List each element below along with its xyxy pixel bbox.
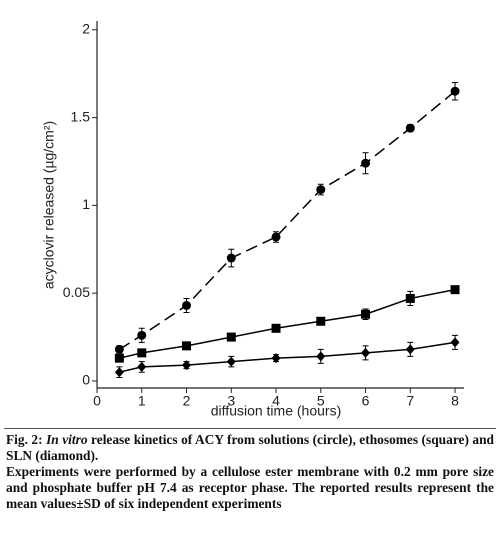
y-tick-label: 0 bbox=[82, 372, 90, 388]
marker bbox=[114, 353, 124, 363]
separator bbox=[4, 428, 496, 429]
marker bbox=[271, 232, 281, 242]
marker bbox=[182, 300, 192, 310]
marker bbox=[316, 185, 326, 195]
series-line bbox=[118, 90, 456, 351]
marker bbox=[182, 360, 192, 371]
y-axis-label: acyclovir released (µg/cm²) bbox=[41, 121, 57, 289]
x-tick-label: 5 bbox=[317, 393, 325, 409]
y-tick-label: 2 bbox=[82, 20, 90, 36]
marker bbox=[361, 347, 371, 358]
marker bbox=[114, 367, 124, 378]
marker bbox=[226, 253, 236, 263]
marker bbox=[450, 337, 460, 348]
marker bbox=[361, 158, 371, 168]
series-line bbox=[119, 341, 456, 373]
x-tick-label: 0 bbox=[93, 393, 101, 409]
x-tick-label: 4 bbox=[272, 393, 280, 409]
x-tick-label: 1 bbox=[138, 393, 146, 409]
chart: diffusion time (hours) acyclovir release… bbox=[41, 20, 464, 419]
marker bbox=[182, 341, 192, 351]
caption-text: release kinetics of ACY from solutions (… bbox=[6, 432, 495, 463]
marker bbox=[226, 332, 236, 342]
x-tick-label: 2 bbox=[183, 393, 191, 409]
marker bbox=[316, 316, 326, 326]
marker bbox=[361, 309, 371, 319]
x-axis-label: diffusion time (hours) bbox=[211, 403, 341, 419]
x-tick-label: 3 bbox=[227, 393, 235, 409]
marker bbox=[226, 356, 236, 367]
x-tick-label: 8 bbox=[451, 393, 459, 409]
caption-italic: In vitro bbox=[46, 432, 88, 447]
y-tick-label: 1 bbox=[82, 196, 90, 212]
caption-note: Experiments were performed by a cellulos… bbox=[6, 464, 494, 511]
marker bbox=[137, 348, 147, 358]
marker bbox=[137, 330, 147, 340]
marker bbox=[316, 351, 326, 362]
marker bbox=[271, 353, 281, 364]
marker bbox=[271, 323, 281, 333]
caption: Fig. 2: In vitro release kinetics of ACY… bbox=[6, 432, 494, 512]
marker bbox=[114, 344, 124, 354]
caption-label: Fig. 2: bbox=[6, 432, 43, 447]
marker bbox=[450, 86, 460, 96]
marker bbox=[405, 123, 415, 133]
series-line bbox=[119, 288, 456, 359]
marker bbox=[405, 293, 415, 303]
marker bbox=[137, 361, 147, 372]
y-tick-label: 0.05 bbox=[63, 284, 90, 300]
marker bbox=[450, 285, 460, 295]
x-tick-label: 7 bbox=[406, 393, 414, 409]
caption-main: Fig. 2: In vitro release kinetics of ACY… bbox=[6, 432, 494, 464]
x-tick-label: 6 bbox=[362, 393, 370, 409]
marker bbox=[405, 344, 415, 355]
y-tick-label: 1.5 bbox=[71, 108, 91, 124]
